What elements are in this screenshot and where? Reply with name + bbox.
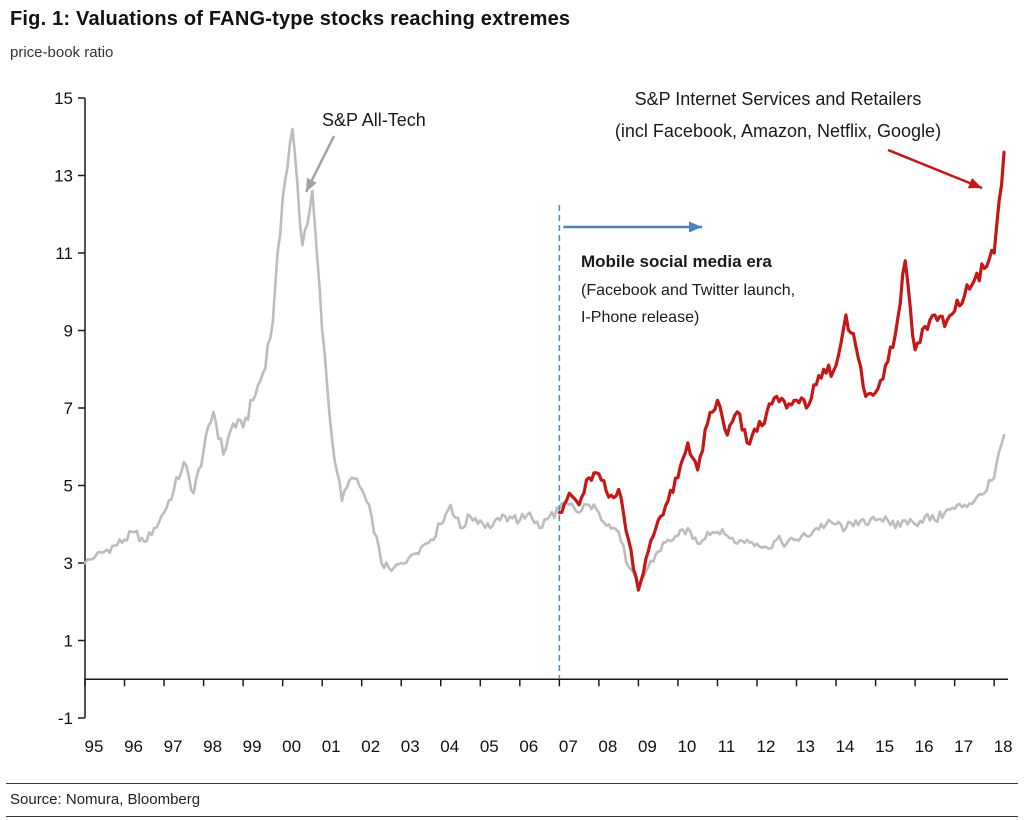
svg-text:-1: -1 bbox=[58, 709, 73, 728]
svg-text:10: 10 bbox=[677, 737, 696, 756]
source-note: Source: Nomura, Bloomberg bbox=[10, 791, 201, 808]
svg-text:05: 05 bbox=[480, 737, 499, 756]
svg-text:97: 97 bbox=[164, 737, 183, 756]
svg-text:06: 06 bbox=[519, 737, 538, 756]
sp-all-tech-line bbox=[83, 127, 1006, 588]
svg-text:5: 5 bbox=[64, 477, 73, 496]
svg-text:13: 13 bbox=[796, 737, 815, 756]
annotation-line-2: (incl Facebook, Amazon, Netflix, Google) bbox=[614, 120, 942, 141]
svg-text:11: 11 bbox=[718, 737, 736, 756]
svg-text:00: 00 bbox=[282, 737, 301, 756]
svg-text:15: 15 bbox=[875, 737, 894, 756]
arrow-mobile-era bbox=[563, 221, 702, 233]
x-axis-labels: 95 96 97 98 99 00 01 02 03 04 05 06 07 08 09 10 11 12 13 14… bbox=[85, 737, 1013, 756]
footer-divider bbox=[6, 783, 1018, 784]
svg-text:13: 13 bbox=[54, 167, 73, 186]
svg-text:9: 9 bbox=[64, 322, 73, 341]
svg-text:07: 07 bbox=[559, 737, 578, 756]
annotation-title: Mobile social media era bbox=[581, 252, 772, 271]
svg-text:1: 1 bbox=[64, 632, 73, 651]
svg-text:7: 7 bbox=[64, 399, 73, 418]
annotation-line-1: S&P Internet Services and Retailers bbox=[634, 89, 922, 109]
annotation-sub-2: I-Phone release) bbox=[581, 309, 700, 327]
svg-text:3: 3 bbox=[64, 554, 73, 573]
figure-title: Fig. 1: Valuations of FANG-type stocks r… bbox=[10, 8, 571, 30]
bottom-divider bbox=[6, 816, 1018, 817]
svg-text:01: 01 bbox=[322, 737, 341, 756]
svg-text:04: 04 bbox=[440, 737, 459, 756]
annotation-sp-internet-services: S&P Internet Services and Retailers (inc… bbox=[553, 84, 1003, 147]
axes bbox=[78, 97, 1008, 719]
svg-text:16: 16 bbox=[915, 737, 934, 756]
annotation-mobile-social-media-era: Mobile social media era (Facebook and Tw… bbox=[581, 248, 795, 331]
arrow-to-all-tech-peak bbox=[304, 135, 336, 193]
svg-text:18: 18 bbox=[994, 737, 1013, 756]
svg-text:02: 02 bbox=[361, 737, 380, 756]
svg-text:96: 96 bbox=[124, 737, 143, 756]
svg-text:03: 03 bbox=[401, 737, 420, 756]
svg-text:14: 14 bbox=[836, 737, 855, 756]
svg-text:95: 95 bbox=[85, 737, 104, 756]
arrow-to-internet-series bbox=[887, 148, 983, 190]
svg-text:09: 09 bbox=[638, 737, 657, 756]
annotation-sp-all-tech: S&P All-Tech bbox=[322, 110, 426, 130]
svg-text:15: 15 bbox=[54, 89, 73, 108]
svg-text:17: 17 bbox=[954, 737, 973, 756]
sp-internet-line bbox=[557, 150, 1006, 592]
annotation-sub-1: (Facebook and Twitter launch, bbox=[581, 281, 796, 299]
svg-text:11: 11 bbox=[55, 244, 73, 263]
svg-text:12: 12 bbox=[757, 737, 776, 756]
svg-text:08: 08 bbox=[598, 737, 617, 756]
svg-text:99: 99 bbox=[243, 737, 262, 756]
svg-text:98: 98 bbox=[203, 737, 222, 756]
y-axis-unit-label: price-book ratio bbox=[10, 44, 114, 61]
